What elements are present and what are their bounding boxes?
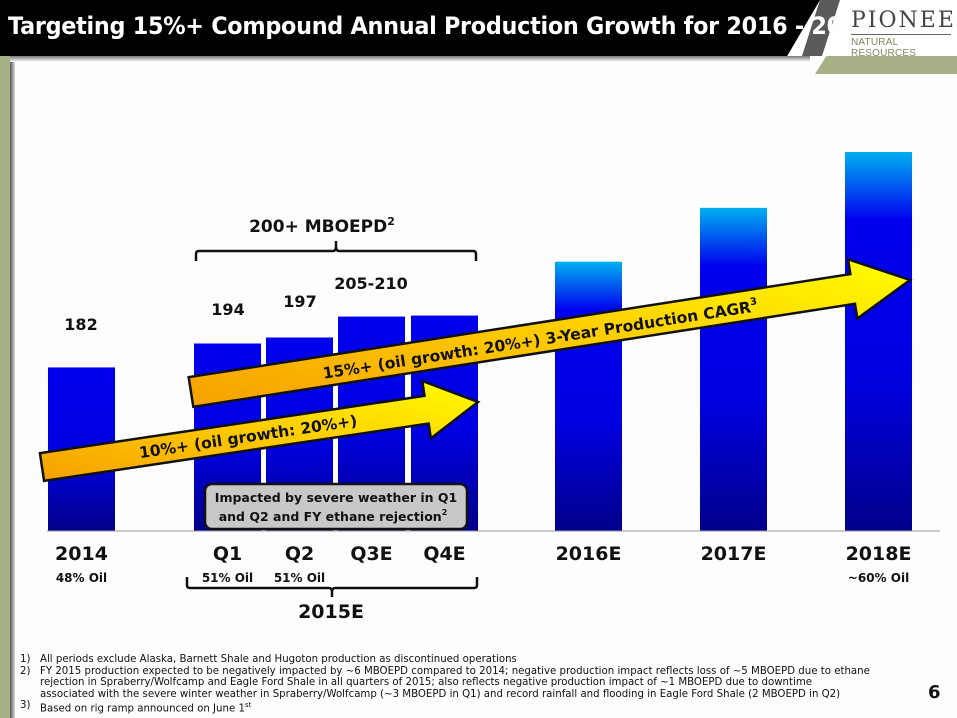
logo-divider	[851, 34, 951, 35]
footnote-2-cont: rejection in Spraberry/Wolfcamp and Eagl…	[20, 677, 900, 689]
title-footnote-marker: 1	[872, 10, 881, 25]
footnote-number: 1)	[20, 654, 31, 665]
oil-share-label-2014: 48% Oil	[56, 571, 107, 585]
slide-title: Targeting 15%+ Compound Annual Productio…	[8, 10, 881, 40]
footnote-2: 2) FY 2015 production expected to be nega…	[20, 666, 900, 678]
bar-2018e	[845, 152, 912, 531]
x-tick-label-q1: Q1	[213, 543, 242, 565]
bar-2016e	[555, 261, 622, 531]
footnote-text: All periods exclude Alaska, Barnett Shal…	[40, 654, 517, 665]
x-tick-label-q4e: Q4E	[423, 543, 465, 565]
production-chart: 2014 48% Oil Q1 51% Oil Q2 51% Oil Q3E Q4E 2016E…	[38, 152, 940, 623]
callout-line-1: Impacted by severe weather in Q1	[215, 490, 457, 505]
growth-arrow-10pct	[38, 379, 481, 483]
footnotes: 1) All periods exclude Alaska, Barnett Sh…	[20, 654, 900, 715]
bottom-bracket	[185, 577, 479, 597]
pioneer-logo: PIONEER	[851, 8, 957, 33]
footnote-marker: 3	[749, 296, 758, 308]
ordinal-suffix: st	[244, 701, 252, 710]
x-tick-label-2014: 2014	[55, 543, 108, 565]
bracket-label-2015e: 2015E	[298, 601, 364, 623]
oil-share-label-2018e: ~60% Oil	[848, 571, 909, 585]
footnote-text: Based on rig ramp announced on June 1st	[40, 701, 252, 715]
weather-impact-callout	[203, 482, 469, 531]
value-label-q2: 197	[283, 292, 316, 311]
value-label-q1: 194	[211, 300, 244, 319]
top-shadow	[10, 56, 810, 62]
footnote-number	[20, 677, 40, 689]
slide-header: Targeting 15%+ Compound Annual Productio…	[0, 0, 957, 59]
x-tick-label-q3e: Q3E	[350, 543, 392, 565]
x-tick-label-2018e: 2018E	[846, 543, 912, 565]
bracket-label-200-mboepd: 200+ MBOEPD2	[249, 215, 395, 237]
oil-share-label-q1: 51% Oil	[202, 571, 253, 585]
footnote-marker: 2	[387, 215, 395, 228]
bar-2017e	[700, 207, 767, 531]
cagr-arrow-15pct	[187, 257, 913, 409]
footnote-text: rejection in Spraberry/Wolfcamp and Eagl…	[40, 677, 813, 689]
footnote-text: associated with the severe winter weathe…	[40, 688, 841, 700]
footnote-text: FY 2015 production expected to be negati…	[40, 665, 870, 677]
left-shadow	[10, 62, 15, 718]
footnote-number: 3)	[20, 700, 31, 712]
footnote-2-cont: associated with the severe winter weathe…	[20, 689, 900, 701]
top-bracket	[194, 241, 478, 261]
footnote-1: 1) All periods exclude Alaska, Barnett Sh…	[20, 654, 900, 666]
x-tick-label-2016e: 2016E	[556, 543, 622, 565]
x-tick-label-2017e: 2017E	[701, 543, 767, 565]
olive-band	[815, 56, 957, 74]
footnote-3: 3) Based on rig ramp announced on June 1s…	[20, 700, 900, 715]
callout-line-2: and Q2 and FY ethane rejection2	[219, 508, 448, 524]
value-label-q3e: 205-210	[334, 274, 407, 293]
page-number: 6	[928, 682, 941, 703]
x-tick-label-q2: Q2	[285, 543, 314, 565]
footnote-number: 2)	[20, 665, 31, 677]
value-label-2014: 182	[64, 315, 97, 334]
footnote-number	[20, 689, 40, 701]
pioneer-logo-subtitle: NATURAL RESOURCES	[851, 37, 917, 59]
footnote-marker: 2	[442, 508, 448, 517]
left-olive-rail	[0, 56, 10, 718]
oil-share-label-q2: 51% Oil	[274, 571, 325, 585]
title-bar	[0, 0, 820, 56]
